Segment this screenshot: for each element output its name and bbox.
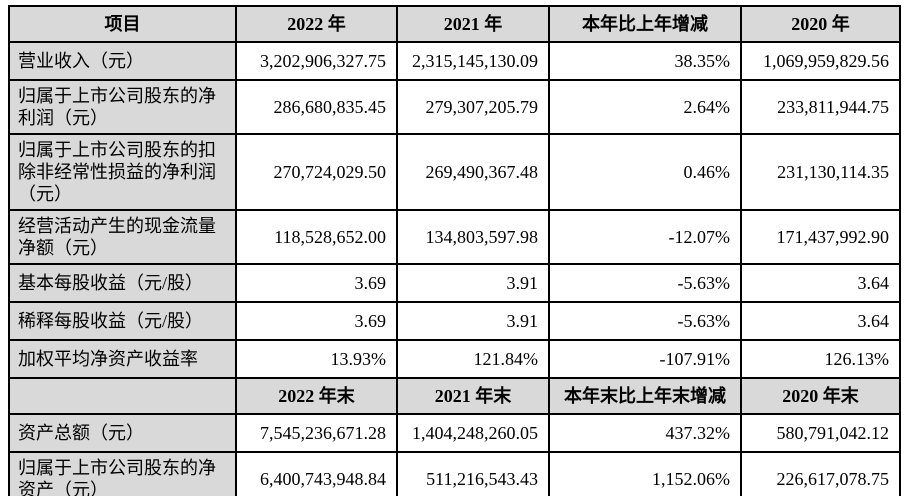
table-row-net-assets: 归属于上市公司股东的净资产（元） 6,400,743,948.84 511,21… bbox=[8, 451, 901, 496]
value-cell: 1,404,248,260.05 bbox=[396, 413, 550, 453]
row-label: 基本每股收益（元/股） bbox=[8, 263, 237, 303]
column-header-2020-yearend: 2020 年末 bbox=[740, 377, 901, 415]
value-cell: 126.13% bbox=[740, 339, 901, 379]
value-cell: 437.32% bbox=[548, 413, 742, 453]
value-cell: 286,680,835.45 bbox=[235, 79, 398, 135]
value-cell: 2,315,145,130.09 bbox=[396, 41, 550, 81]
row-label: 经营活动产生的现金流量净额（元） bbox=[8, 209, 237, 265]
value-cell: 13.93% bbox=[235, 339, 398, 379]
column-header-2021: 2021 年 bbox=[396, 5, 550, 43]
value-cell: -107.91% bbox=[548, 339, 742, 379]
table-row-operating-revenue: 营业收入（元） 3,202,906,327.75 2,315,145,130.0… bbox=[8, 41, 901, 81]
column-header-2021-yearend: 2021 年末 bbox=[396, 377, 550, 415]
table-row-total-assets: 资产总额（元） 7,545,236,671.28 1,404,248,260.0… bbox=[8, 413, 901, 453]
value-cell: 231,130,114.35 bbox=[740, 133, 901, 211]
value-cell: -5.63% bbox=[548, 263, 742, 303]
table-row-diluted-eps: 稀释每股收益（元/股） 3.69 3.91 -5.63% 3.64 bbox=[8, 301, 901, 341]
column-header-change: 本年比上年增减 bbox=[548, 5, 742, 43]
table-row-weighted-average-roe: 加权平均净资产收益率 13.93% 121.84% -107.91% 126.1… bbox=[8, 339, 901, 379]
value-cell: 3.64 bbox=[740, 263, 901, 303]
table-row-operating-cash-flow: 经营活动产生的现金流量净额（元） 118,528,652.00 134,803,… bbox=[8, 209, 901, 265]
value-cell: 6,400,743,948.84 bbox=[235, 451, 398, 496]
value-cell: -12.07% bbox=[548, 209, 742, 265]
yearend-header-row: 2022 年末 2021 年末 本年末比上年末增减 2020 年末 bbox=[8, 377, 901, 415]
row-label: 归属于上市公司股东的净利润（元） bbox=[8, 79, 237, 135]
row-label: 加权平均净资产收益率 bbox=[8, 339, 237, 379]
value-cell: 38.35% bbox=[548, 41, 742, 81]
table-row-basic-eps: 基本每股收益（元/股） 3.69 3.91 -5.63% 3.64 bbox=[8, 263, 901, 303]
row-label: 营业收入（元） bbox=[8, 41, 237, 81]
value-cell: 134,803,597.98 bbox=[396, 209, 550, 265]
value-cell: 3.69 bbox=[235, 301, 398, 341]
column-header-yearend-change: 本年末比上年末增减 bbox=[548, 377, 742, 415]
column-header-2020: 2020 年 bbox=[740, 5, 901, 43]
column-header-item-blank bbox=[8, 377, 237, 415]
column-header-2022: 2022 年 bbox=[235, 5, 398, 43]
table-row-net-profit: 归属于上市公司股东的净利润（元） 286,680,835.45 279,307,… bbox=[8, 79, 901, 135]
value-cell: 0.46% bbox=[548, 133, 742, 211]
value-cell: 121.84% bbox=[396, 339, 550, 379]
value-cell: 3.64 bbox=[740, 301, 901, 341]
value-cell: 118,528,652.00 bbox=[235, 209, 398, 265]
value-cell: 3.91 bbox=[396, 263, 550, 303]
value-cell: 3.69 bbox=[235, 263, 398, 303]
value-cell: 3.91 bbox=[396, 301, 550, 341]
column-header-2022-yearend: 2022 年末 bbox=[235, 377, 398, 415]
value-cell: 171,437,992.90 bbox=[740, 209, 901, 265]
row-label: 资产总额（元） bbox=[8, 413, 237, 453]
value-cell: 226,617,078.75 bbox=[740, 451, 901, 496]
financial-summary-table: 项目 2022 年 2021 年 本年比上年增减 2020 年 营业收入（元） … bbox=[8, 5, 901, 496]
value-cell: 3,202,906,327.75 bbox=[235, 41, 398, 81]
row-label: 归属于上市公司股东的扣除非经常性损益的净利润（元） bbox=[8, 133, 237, 211]
table-row-net-profit-deducting-nonrecurring: 归属于上市公司股东的扣除非经常性损益的净利润（元） 270,724,029.50… bbox=[8, 133, 901, 211]
value-cell: 511,216,543.43 bbox=[396, 451, 550, 496]
value-cell: 279,307,205.79 bbox=[396, 79, 550, 135]
value-cell: 7,545,236,671.28 bbox=[235, 413, 398, 453]
value-cell: -5.63% bbox=[548, 301, 742, 341]
value-cell: 270,724,029.50 bbox=[235, 133, 398, 211]
value-cell: 1,069,959,829.56 bbox=[740, 41, 901, 81]
row-label: 归属于上市公司股东的净资产（元） bbox=[8, 451, 237, 496]
value-cell: 2.64% bbox=[548, 79, 742, 135]
value-cell: 233,811,944.75 bbox=[740, 79, 901, 135]
value-cell: 580,791,042.12 bbox=[740, 413, 901, 453]
column-header-item: 项目 bbox=[8, 5, 237, 43]
value-cell: 1,152.06% bbox=[548, 451, 742, 496]
annual-header-row: 项目 2022 年 2021 年 本年比上年增减 2020 年 bbox=[8, 5, 901, 43]
row-label: 稀释每股收益（元/股） bbox=[8, 301, 237, 341]
value-cell: 269,490,367.48 bbox=[396, 133, 550, 211]
